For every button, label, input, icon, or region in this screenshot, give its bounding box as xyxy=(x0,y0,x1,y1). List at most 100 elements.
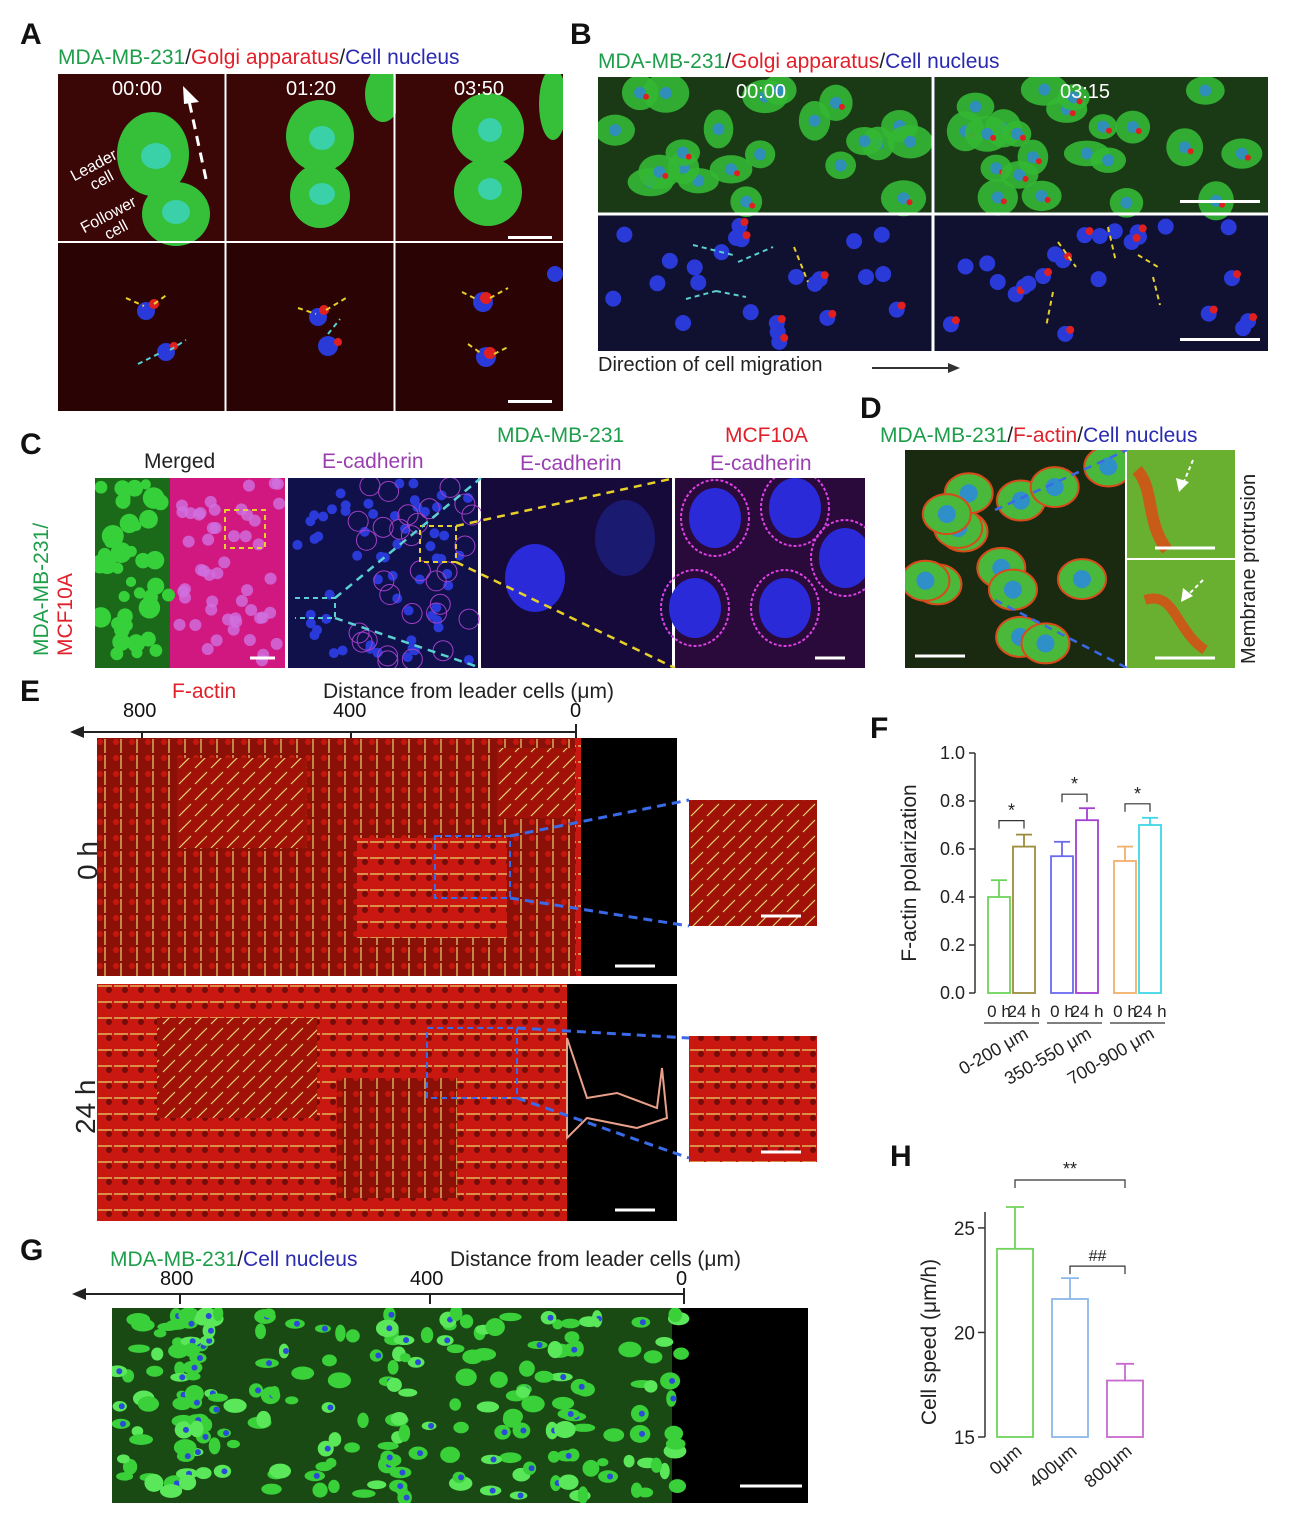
f-sig-bracket xyxy=(1061,793,1088,803)
h-bar xyxy=(1051,1298,1089,1438)
c-col1-header: Merged xyxy=(144,450,216,473)
f-bar xyxy=(1075,819,1099,994)
f-category-label: 0 h xyxy=(1113,1002,1137,1021)
panel-label-g: G xyxy=(20,1234,44,1267)
b-timestamp-1: 00:00 xyxy=(736,81,787,103)
c-col4-header-top: MCF10A xyxy=(725,424,808,447)
f-y-tick-label: 0.2 xyxy=(940,935,965,955)
e-tick-400: 400 xyxy=(333,700,367,722)
e-stain-label: F-actin xyxy=(172,680,237,703)
panel-label-f: F xyxy=(870,712,889,745)
f-category-label: 24 h xyxy=(1133,1002,1166,1021)
g-axis-title: Distance from leader cells (μm) xyxy=(450,1248,742,1271)
a-timestamp-3: 03:50 xyxy=(454,78,505,100)
c-col3-header-top: MDA-MB-231 xyxy=(497,424,625,447)
f-sig-star: * xyxy=(1134,784,1141,804)
c-mcf10a-image xyxy=(660,478,865,647)
f-sig-bracket xyxy=(998,820,1025,829)
b-direction-arrow xyxy=(872,363,960,373)
a-timestamp-1: 00:00 xyxy=(112,78,163,100)
a-top-frame-1 xyxy=(58,74,225,246)
panel-e-images xyxy=(97,738,817,1221)
panel-label-e: E xyxy=(20,675,41,708)
panel-a-title: MDA-MB-231/Golgi apparatus/Cell nucleus xyxy=(58,46,460,69)
h-sig-bracket xyxy=(1014,1179,1126,1188)
b-scale-bar-top xyxy=(1180,200,1260,203)
f-sig-star: * xyxy=(1008,801,1015,821)
h-category-label: 400μm xyxy=(1025,1441,1080,1492)
f-bar xyxy=(1138,824,1162,994)
b-polarity-lines xyxy=(685,226,1161,328)
panel-label-c: C xyxy=(20,428,42,461)
h-y-tick-label: 20 xyxy=(954,1323,975,1344)
panel-b-micrographs xyxy=(598,77,1268,351)
a-top-frame-2 xyxy=(227,74,401,242)
f-bar xyxy=(1113,860,1137,994)
panel-g-title: MDA-MB-231/Cell nucleus xyxy=(110,1248,358,1271)
h-sig-bracket xyxy=(1069,1265,1126,1275)
f-y-tick-label: 0.4 xyxy=(940,887,965,907)
h-sig-label: ** xyxy=(1063,1159,1077,1179)
h-category-label: 0μm xyxy=(986,1441,1026,1479)
e-axis-title: Distance from leader cells (μm) xyxy=(323,680,615,703)
b-direction-label: Direction of cell migration xyxy=(598,354,823,376)
e-tick-0: 0 xyxy=(570,700,582,722)
f-sig-bracket xyxy=(1124,803,1151,812)
panel-d-micrographs xyxy=(905,450,1235,668)
title-cell-line: MDA-MB-231 xyxy=(58,46,186,69)
g-tick-400: 400 xyxy=(410,1268,444,1290)
h-y-axis-label: Cell speed (μm/h) xyxy=(918,1259,941,1425)
h-y-tick-label: 15 xyxy=(954,1428,975,1449)
a-bottom-nuclei xyxy=(125,266,563,367)
h-bar xyxy=(996,1247,1034,1438)
c-side-label: MDA-MB-231/MCF10A xyxy=(30,522,77,656)
f-category-label: 0 h xyxy=(987,1002,1011,1021)
f-bar xyxy=(1050,855,1074,994)
g-distance-axis xyxy=(72,1288,685,1304)
panel-label-b: B xyxy=(570,18,592,51)
f-category-label: 24 h xyxy=(1070,1002,1103,1021)
panel-label-a: A xyxy=(20,18,42,51)
h-y-tick-label: 25 xyxy=(954,1219,975,1240)
f-y-tick-label: 0.8 xyxy=(940,791,965,811)
chart-f: 0.0 0.2 0.4 0.6 0.8 1.0 F-actin polarization 0 … xyxy=(898,743,1167,1089)
f-category-label: 24 h xyxy=(1007,1002,1040,1021)
a-top-frame-3 xyxy=(396,74,563,242)
h-category-label: 800μm xyxy=(1080,1441,1135,1492)
e-tick-800: 800 xyxy=(123,700,157,722)
title-golgi: Golgi apparatus xyxy=(191,46,340,69)
g-tick-0: 0 xyxy=(676,1268,688,1290)
h-sig-label: ## xyxy=(1089,1248,1107,1265)
f-y-tick-label: 0.0 xyxy=(940,983,965,1003)
panel-label-d: D xyxy=(860,392,882,425)
f-y-tick-label: 1.0 xyxy=(940,743,965,763)
g-tick-800: 800 xyxy=(160,1268,194,1290)
a-scale-bar-bottom xyxy=(508,400,552,403)
g-cells xyxy=(112,1308,690,1503)
title-nucleus: Cell nucleus xyxy=(345,46,460,69)
c-col2-header: E-cadherin xyxy=(322,450,424,473)
f-bar xyxy=(987,896,1011,994)
a-scale-bar-top xyxy=(508,236,552,239)
panel-a-micrographs xyxy=(58,74,563,411)
f-sig-star: * xyxy=(1071,774,1078,794)
b-timestamp-2: 03:15 xyxy=(1060,81,1111,103)
f-category-label: 0 h xyxy=(1050,1002,1074,1021)
c-merged-image xyxy=(95,478,286,667)
h-bar xyxy=(1106,1379,1144,1438)
a-timestamp-2: 01:20 xyxy=(286,78,337,100)
panel-d-title: MDA-MB-231/F-actin/Cell nucleus xyxy=(880,424,1198,447)
panel-b-title: MDA-MB-231/Golgi apparatus/Cell nucleus xyxy=(598,50,1000,73)
d-side-label: Membrane protrusion xyxy=(1238,473,1260,664)
panel-g-image xyxy=(112,1308,808,1503)
f-y-tick-label: 0.6 xyxy=(940,839,965,859)
b-green-cells xyxy=(598,77,1263,221)
c-col3-header-bottom: E-cadherin xyxy=(520,452,622,475)
panel-c-micrographs xyxy=(95,478,865,668)
c-col4-header-bottom: E-cadherin xyxy=(710,452,812,475)
b-scale-bar-bottom xyxy=(1180,338,1260,341)
panel-label-h: H xyxy=(890,1140,912,1173)
f-y-axis-label: F-actin polarization xyxy=(898,784,921,961)
f-bar xyxy=(1012,845,1036,994)
chart-h: 15 20 25 Cell speed (μm/h) 0μm 400μm 800μm ** ## xyxy=(918,1159,1144,1492)
